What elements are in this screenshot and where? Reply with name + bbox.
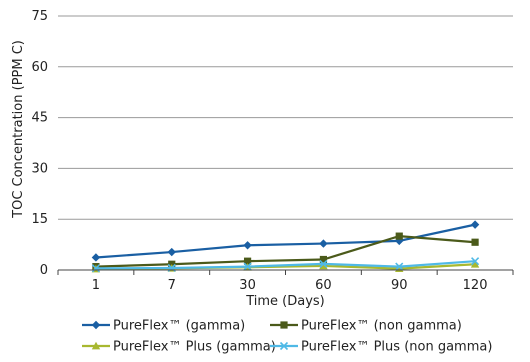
- y-tick-label: 30: [31, 161, 48, 176]
- legend-swatch-marker: [91, 320, 101, 330]
- legend-label: PureFlex™ (gamma): [113, 319, 245, 334]
- x-tick-label: 1: [92, 278, 100, 293]
- legend-item: PureFlex™ Plus (non gamma): [270, 340, 492, 355]
- series-line: [95, 235, 476, 268]
- data-point: [243, 257, 252, 265]
- x-axis-title: Time (Days): [245, 294, 325, 309]
- x-tick-label: 90: [391, 278, 408, 293]
- data-point: [91, 253, 101, 262]
- series-1: [91, 220, 480, 262]
- data-point: [395, 232, 403, 240]
- y-tick-label: 45: [31, 111, 48, 126]
- data-point: [470, 220, 480, 229]
- data-point: [319, 239, 328, 248]
- legend-item: PureFlex™ Plus (gamma): [82, 340, 276, 355]
- y-tick-label: 15: [31, 212, 48, 227]
- data-point: [319, 255, 328, 264]
- series-layer: [91, 220, 480, 273]
- axis-layer: 0 15 30 45 60 75 1 7 30 60 90 120: [31, 9, 514, 293]
- data-point: [319, 259, 328, 268]
- legend-label: PureFlex™ Plus (gamma): [113, 340, 276, 355]
- legend-item: PureFlex™ (non gamma): [270, 319, 462, 334]
- y-tick-label: 75: [31, 9, 48, 24]
- x-tick-label: 60: [315, 278, 332, 293]
- data-point: [395, 262, 404, 271]
- legend-item: PureFlex™ (gamma): [82, 319, 245, 334]
- data-point: [167, 247, 176, 257]
- data-point: [91, 264, 100, 273]
- data-point: [395, 236, 404, 246]
- series-line: [95, 223, 476, 259]
- legend-label: PureFlex™ (non gamma): [301, 319, 462, 334]
- legend: PureFlex™ (gamma) PureFlex™ (non gamma) Pu…: [82, 319, 492, 355]
- data-point: [470, 260, 480, 268]
- legend-swatch-marker: [91, 341, 101, 350]
- legend-swatch-marker: [279, 341, 289, 351]
- data-point: [471, 238, 479, 246]
- legend-label: PureFlex™ Plus (non gamma): [301, 340, 492, 355]
- y-tick-label: 0: [40, 263, 48, 278]
- data-point: [243, 262, 252, 271]
- grid-layer: [58, 15, 513, 220]
- y-tick-label: 60: [31, 60, 48, 75]
- x-tick-label: 30: [239, 278, 256, 293]
- y-axis-title: TOC Concentration (PPM C): [11, 40, 26, 219]
- data-point: [319, 261, 328, 270]
- data-point: [243, 241, 252, 250]
- x-tick-label: 7: [168, 278, 176, 293]
- data-point: [471, 257, 480, 266]
- series-4: [91, 257, 480, 273]
- series-line: [95, 260, 476, 270]
- legend-swatch-marker: [280, 321, 288, 329]
- x-tick-label: 120: [463, 278, 488, 293]
